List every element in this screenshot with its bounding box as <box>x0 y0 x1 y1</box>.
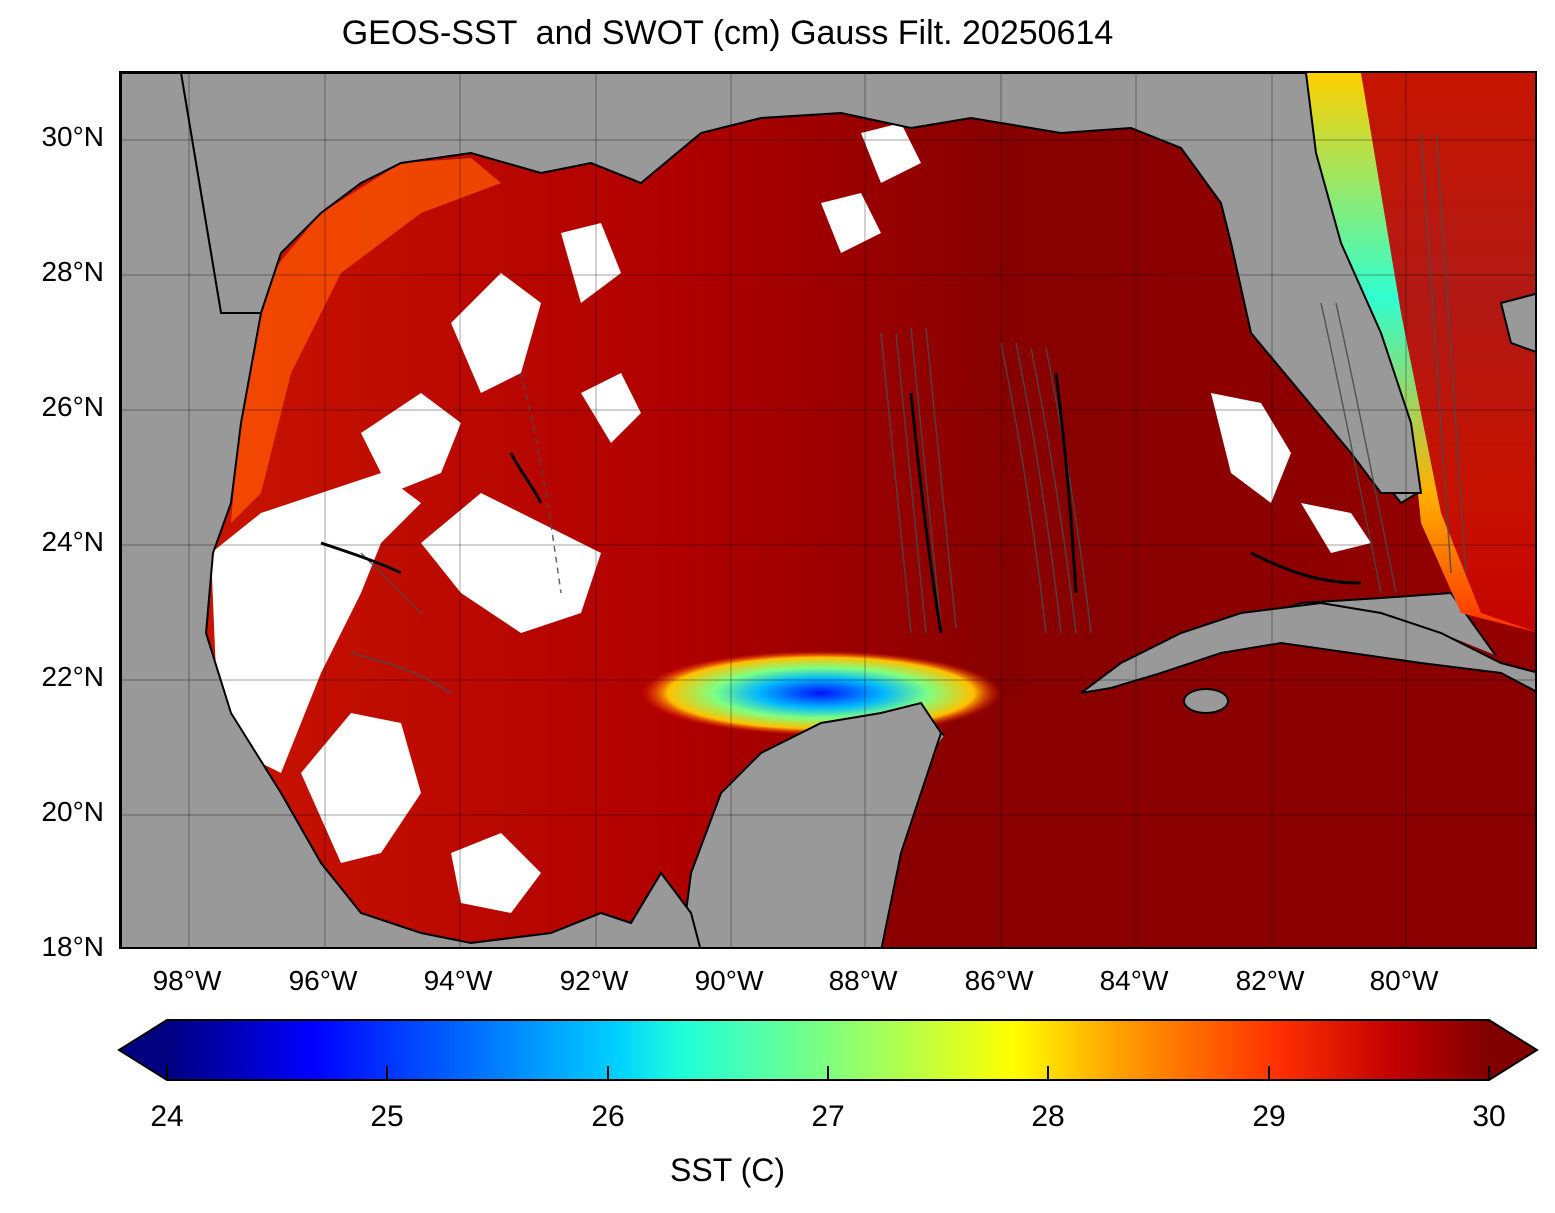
lat-tick-label: 22°N <box>41 661 104 692</box>
colorbar-extend-high <box>1489 1020 1537 1080</box>
gridlines <box>121 73 1535 947</box>
gulf-stream-band <box>1361 73 1535 632</box>
caribbean-ocean <box>881 613 1535 947</box>
land-masses <box>121 73 1535 947</box>
lat-tick-label: 26°N <box>41 391 104 422</box>
colorbar-tick-label: 28 <box>1031 1100 1065 1133</box>
warm-fringe-nw <box>231 158 501 523</box>
cuba-land <box>1080 601 1535 694</box>
lon-tick-label: 82°W <box>1235 965 1305 996</box>
figure-title: GEOS-SST and SWOT (cm) Gauss Filt. 20250… <box>341 14 1114 52</box>
swot-contours <box>350 132 1467 694</box>
florida-land <box>179 73 1423 494</box>
colorbar-tick-label: 30 <box>1472 1100 1506 1133</box>
lon-tick-label: 80°W <box>1369 965 1439 996</box>
swot-zero-contours <box>320 372 1362 634</box>
lat-tick-label: 24°N <box>41 526 104 557</box>
colorbar-graphic <box>117 1019 1539 1081</box>
colorbar-tick-label: 26 <box>591 1100 625 1133</box>
lat-tick-label: 28°N <box>41 256 104 287</box>
lon-tick-label: 86°W <box>964 965 1034 996</box>
lon-tick-label: 92°W <box>559 965 629 996</box>
lon-tick-label: 90°W <box>694 965 764 996</box>
lon-tick-label: 84°W <box>1099 965 1169 996</box>
lon-tick-label: 98°W <box>152 965 222 996</box>
lon-tick-label: 96°W <box>288 965 358 996</box>
colorbar-tick-label: 25 <box>370 1100 404 1133</box>
mexico-land <box>121 73 701 947</box>
lon-tick-label: 94°W <box>423 965 493 996</box>
lat-tick-label: 20°N <box>41 796 104 827</box>
missing-data-patches <box>211 123 1371 913</box>
colorbar-tick-label: 24 <box>150 1100 184 1133</box>
map-canvas <box>121 73 1535 947</box>
colorbar <box>117 1018 1539 1082</box>
lat-tick-label: 30°N <box>41 121 104 152</box>
lon-tick-label: 88°W <box>828 965 898 996</box>
colorbar-tick-label: 29 <box>1252 1100 1286 1133</box>
yucatan-land <box>680 701 943 947</box>
colorbar-tick-label: 27 <box>811 1100 845 1133</box>
lat-tick-label: 18°N <box>41 931 104 962</box>
colorbar-label: SST (C) <box>670 1152 785 1188</box>
colorbar-extend-low <box>119 1020 167 1080</box>
map-panel <box>119 71 1537 949</box>
